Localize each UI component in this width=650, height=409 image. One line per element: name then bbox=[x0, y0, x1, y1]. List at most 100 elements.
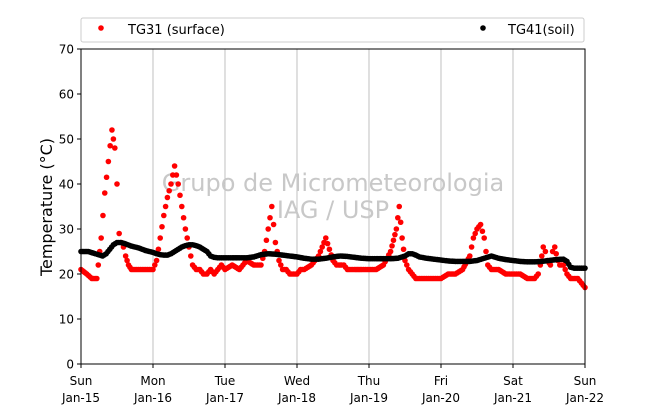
point-0-47 bbox=[159, 223, 165, 230]
y-tick-label-2: 20 bbox=[59, 268, 74, 282]
point-0-187 bbox=[400, 246, 407, 253]
y-tick-label-3: 30 bbox=[59, 223, 74, 237]
point-0-142 bbox=[326, 246, 333, 253]
point-0-51 bbox=[166, 187, 172, 194]
y-axis-label: Temperature (°C) bbox=[37, 138, 56, 277]
x-tick-date-4: Jan-19 bbox=[349, 391, 388, 405]
x-tick-day-0: Sun bbox=[70, 374, 93, 388]
point-0-112 bbox=[272, 239, 279, 246]
point-0-56 bbox=[175, 181, 181, 187]
point-0-49 bbox=[162, 203, 169, 210]
point-0-108 bbox=[265, 226, 272, 232]
point-0-19 bbox=[109, 127, 115, 133]
point-0-63 bbox=[188, 253, 194, 259]
point-0-13 bbox=[98, 235, 104, 241]
point-0-110 bbox=[269, 203, 275, 210]
legend-label-tg41: TG41(soil) bbox=[507, 23, 575, 38]
point-0-42 bbox=[150, 266, 156, 273]
point-0-227 bbox=[468, 244, 475, 250]
point-0-16 bbox=[103, 174, 110, 181]
grid-lines bbox=[152, 49, 514, 364]
point-0-268 bbox=[539, 253, 545, 259]
point-0-20 bbox=[110, 136, 117, 142]
x-tick-date-7: Jan-22 bbox=[565, 391, 604, 405]
point-0-141 bbox=[324, 240, 331, 247]
point-0-234 bbox=[481, 235, 488, 241]
point-0-54 bbox=[171, 163, 178, 169]
point-0-189 bbox=[404, 262, 410, 268]
point-0-60 bbox=[182, 226, 189, 232]
x-tick-date-2: Jan-17 bbox=[205, 391, 244, 405]
point-0-183 bbox=[395, 214, 401, 221]
x-tick-day-4: Thu bbox=[357, 374, 381, 388]
point-0-114 bbox=[276, 257, 282, 264]
point-0-18 bbox=[107, 142, 113, 149]
point-0-185 bbox=[397, 219, 404, 226]
point-0-276 bbox=[553, 250, 559, 257]
x-tick-day-3: Wed bbox=[284, 374, 310, 388]
watermark-line-2: IAG / USP bbox=[277, 196, 389, 224]
point-0-181 bbox=[392, 231, 398, 238]
y-tick-label-6: 60 bbox=[59, 88, 74, 102]
point-0-270 bbox=[542, 248, 549, 255]
point-0-186 bbox=[399, 235, 405, 241]
series-1 bbox=[78, 239, 588, 271]
point-0-235 bbox=[483, 248, 489, 255]
point-0-232 bbox=[477, 221, 484, 228]
point-0-111 bbox=[270, 221, 277, 228]
point-0-229 bbox=[472, 230, 479, 237]
watermark-line-1: Grupo de Micrometeorologia bbox=[162, 169, 504, 197]
series-0 bbox=[78, 127, 588, 291]
point-0-179 bbox=[389, 243, 395, 249]
point-0-107 bbox=[263, 237, 270, 244]
point-0-57 bbox=[177, 192, 183, 199]
x-tick-day-5: Fri bbox=[434, 374, 448, 388]
point-0-50 bbox=[164, 194, 171, 201]
point-0-48 bbox=[161, 212, 167, 219]
plot-frame bbox=[80, 48, 586, 365]
y-tick-label-4: 40 bbox=[59, 178, 74, 192]
point-0-45 bbox=[155, 246, 162, 253]
point-0-138 bbox=[319, 244, 326, 250]
y-tick-label-0: 0 bbox=[66, 358, 74, 372]
legend-marker-tg41 bbox=[480, 25, 486, 31]
point-0-280 bbox=[560, 262, 567, 268]
point-0-61 bbox=[184, 235, 190, 241]
point-0-109 bbox=[267, 214, 273, 221]
point-0-17 bbox=[105, 158, 112, 165]
legend-box bbox=[80, 17, 585, 43]
point-0-115 bbox=[278, 262, 284, 268]
point-0-184 bbox=[396, 203, 403, 210]
point-0-59 bbox=[180, 214, 187, 221]
point-0-178 bbox=[387, 248, 394, 255]
point-0-269 bbox=[540, 244, 547, 250]
point-0-55 bbox=[173, 172, 180, 178]
x-tick-date-6: Jan-21 bbox=[493, 391, 532, 405]
point-0-43 bbox=[152, 262, 158, 268]
x-tick-date-5: Jan-20 bbox=[421, 391, 460, 405]
y-tick-label-7: 70 bbox=[59, 43, 74, 57]
watermark: Grupo de Micrometeorologia IAG / USP bbox=[162, 169, 504, 224]
x-tick-day-1: Mon bbox=[140, 374, 165, 388]
x-tick-date-1: Jan-16 bbox=[133, 391, 172, 405]
x-tick-day-6: Sat bbox=[503, 374, 523, 388]
point-0-23 bbox=[116, 230, 122, 237]
point-0-27 bbox=[124, 257, 130, 264]
x-tick-day-7: Sun bbox=[574, 374, 597, 388]
x-tick-date-0: Jan-15 bbox=[61, 391, 100, 405]
point-0-22 bbox=[114, 181, 120, 187]
point-0-266 bbox=[535, 271, 541, 277]
point-0-140 bbox=[323, 235, 329, 241]
point-0-226 bbox=[467, 253, 473, 259]
point-0-233 bbox=[479, 228, 486, 235]
point-0-44 bbox=[153, 257, 160, 264]
point-0-228 bbox=[470, 235, 477, 241]
point-0-14 bbox=[100, 212, 106, 219]
x-tick-date-3: Jan-18 bbox=[277, 391, 316, 405]
series-layer bbox=[78, 127, 588, 291]
point-0-104 bbox=[258, 262, 264, 268]
x-axis: Sun Jan-15 Mon Jan-16 Tue Jan-17 Wed Jan-18 Thu J… bbox=[61, 364, 604, 405]
legend: TG31 (surface) TG41(soil) bbox=[80, 17, 585, 43]
